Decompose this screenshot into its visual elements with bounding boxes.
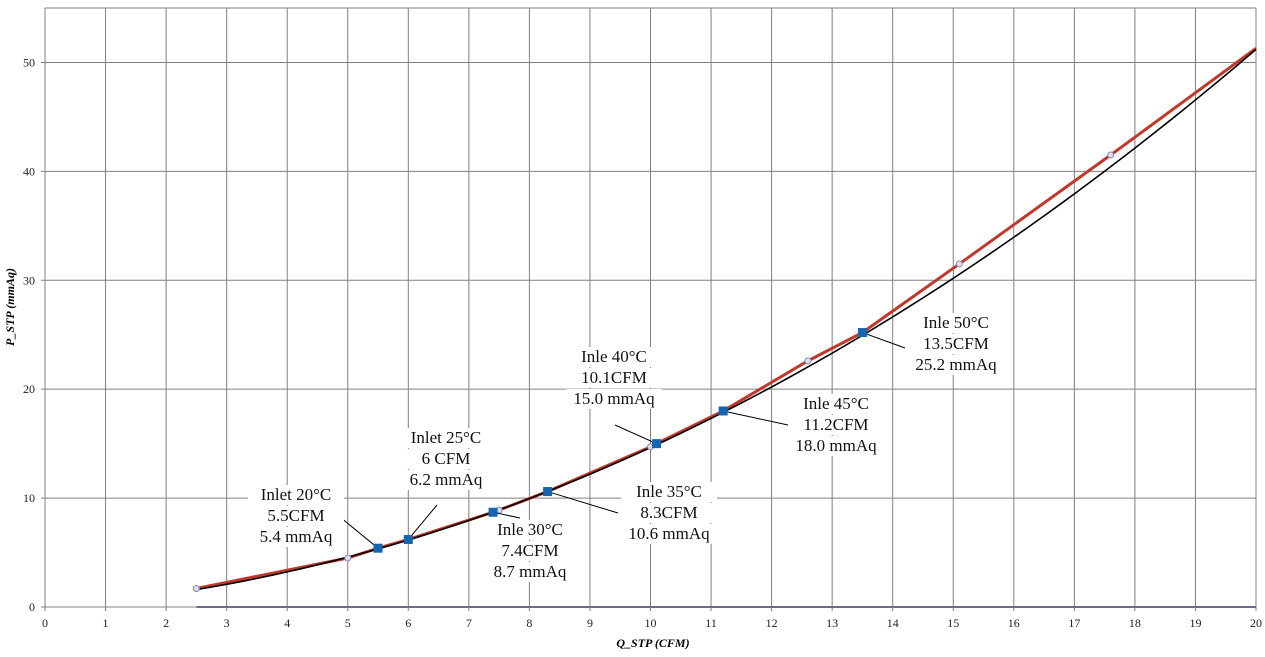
annotation-label-line: 10.6 mmAq bbox=[628, 524, 710, 543]
x-tick-label: 1 bbox=[103, 616, 109, 630]
annotation-leader-line bbox=[723, 410, 789, 426]
annotation-label-bg bbox=[566, 347, 662, 367]
x-tick-label: 0 bbox=[42, 616, 48, 630]
annotation-label-bg bbox=[398, 428, 494, 448]
annotation-4: Inle 35°C 8.3CFM 10.6 mmAq bbox=[543, 482, 717, 544]
annotation-label-line: 5.5CFM bbox=[267, 506, 324, 525]
x-tick-label: 11 bbox=[705, 616, 717, 630]
annotation-label-bg bbox=[621, 524, 717, 544]
y-tick-label: 20 bbox=[23, 382, 35, 396]
x-tick-label: 4 bbox=[284, 616, 290, 630]
x-tick-label: 18 bbox=[1129, 616, 1141, 630]
annotation-label-bg bbox=[482, 562, 578, 582]
data-point-marker bbox=[344, 554, 352, 562]
annotation-label-line: 7.4CFM bbox=[501, 541, 558, 560]
annotation-leader-line bbox=[407, 504, 438, 540]
annotation-label-line: Inle 45°C bbox=[803, 394, 869, 413]
x-tick-label: 15 bbox=[947, 616, 959, 630]
annotation-label-line: Inle 35°C bbox=[636, 482, 702, 501]
annotation-label-line: 25.2 mmAq bbox=[915, 355, 997, 374]
annotation-point-marker bbox=[373, 543, 383, 553]
y-tick-label: 50 bbox=[23, 55, 35, 69]
annotation-point-marker bbox=[543, 487, 553, 497]
annotation-label-line: 13.5CFM bbox=[923, 334, 989, 353]
annotation-label-bg bbox=[621, 503, 717, 523]
annotation-label-line: Inle 50°C bbox=[923, 313, 989, 332]
annotation-label-bg bbox=[482, 541, 578, 561]
x-tick-label: 6 bbox=[405, 616, 411, 630]
annotation-label-line: 6 CFM bbox=[422, 449, 471, 468]
annotation-label-bg bbox=[788, 436, 884, 456]
x-tick-label: 2 bbox=[163, 616, 169, 630]
annotation-label-line: 11.2CFM bbox=[803, 415, 868, 434]
annotation-label-line: 15.0 mmAq bbox=[573, 389, 655, 408]
annotation-label-bg bbox=[482, 520, 578, 540]
x-tick-label: 16 bbox=[1008, 616, 1020, 630]
data-point-marker bbox=[192, 584, 200, 592]
x-tick-label: 10 bbox=[645, 616, 657, 630]
annotation-label-bg bbox=[398, 449, 494, 469]
annotation-label-line: Inlet 25°C bbox=[411, 428, 482, 447]
annotation-label-bg bbox=[621, 482, 717, 502]
data-point-marker bbox=[804, 357, 812, 365]
annotation-point-marker bbox=[652, 439, 662, 449]
x-tick-label: 14 bbox=[887, 616, 899, 630]
series-line-measured bbox=[196, 47, 1257, 590]
annotation-1: Inlet 20°C 5.5CFM 5.4 mmAq bbox=[248, 485, 383, 553]
y-axis-label: P_STP (mmAq) bbox=[3, 268, 17, 346]
x-tick-label: 3 bbox=[224, 616, 230, 630]
annotation-label-bg bbox=[788, 415, 884, 435]
annotation-label-bg bbox=[398, 470, 494, 490]
x-tick-label: 8 bbox=[526, 616, 532, 630]
annotation-leader-line bbox=[862, 332, 906, 349]
x-tick-label: 5 bbox=[345, 616, 351, 630]
annotation-leader-line bbox=[614, 424, 657, 445]
y-tick-label: 40 bbox=[23, 164, 35, 178]
annotation-label-bg bbox=[566, 368, 662, 388]
annotation-7: Inle 50°C 13.5CFM 25.2 mmAq bbox=[857, 313, 1004, 375]
annotation-3: Inle 30°C 7.4CFM 8.7 mmAq bbox=[482, 507, 578, 582]
annotation-leader-line bbox=[339, 516, 379, 549]
annotation-label-bg bbox=[908, 334, 1004, 354]
annotation-label-bg bbox=[908, 313, 1004, 333]
annotation-2: Inlet 25°C 6 CFM 6.2 mmAq bbox=[398, 428, 494, 544]
annotation-leader-line bbox=[547, 491, 619, 514]
annotation-label-line: Inle 40°C bbox=[581, 347, 647, 366]
y-tick-label: 10 bbox=[23, 491, 35, 505]
annotation-label-bg bbox=[788, 394, 884, 414]
annotation-label-bg bbox=[248, 527, 344, 547]
data-point-marker bbox=[1107, 151, 1115, 159]
annotation-point-marker bbox=[718, 406, 728, 416]
annotation-5: Inle 40°C 10.1CFM 15.0 mmAq bbox=[566, 347, 662, 449]
annotation-label-bg bbox=[566, 389, 662, 409]
annotation-point-marker bbox=[857, 328, 867, 338]
x-tick-label: 19 bbox=[1189, 616, 1201, 630]
annotation-label-line: 8.3CFM bbox=[640, 503, 697, 522]
annotation-label-line: 18.0 mmAq bbox=[795, 436, 877, 455]
x-tick-label: 7 bbox=[466, 616, 472, 630]
annotation-6: Inle 45°C 11.2CFM 18.0 mmAq bbox=[718, 394, 884, 456]
annotation-label-line: Inle 30°C bbox=[497, 520, 563, 539]
annotation-point-marker bbox=[403, 534, 413, 544]
x-tick-label: 9 bbox=[587, 616, 593, 630]
annotation-label-bg bbox=[248, 506, 344, 526]
annotation-label-line: 6.2 mmAq bbox=[410, 470, 483, 489]
annotation-label-line: 8.7 mmAq bbox=[494, 562, 567, 581]
x-tick-label: 20 bbox=[1250, 616, 1262, 630]
annotation-point-marker bbox=[488, 507, 498, 517]
x-tick-label: 17 bbox=[1068, 616, 1080, 630]
annotation-label-bg bbox=[908, 355, 1004, 375]
annotation-label-bg bbox=[248, 485, 344, 505]
trendline bbox=[196, 48, 1257, 591]
annotation-label-line: 10.1CFM bbox=[581, 368, 647, 387]
x-axis-label: Q_STP (CFM) bbox=[616, 636, 689, 650]
annotation-label-line: Inlet 20°C bbox=[261, 485, 332, 504]
y-tick-label: 30 bbox=[23, 273, 35, 287]
data-point-marker bbox=[955, 260, 963, 268]
x-tick-label: 12 bbox=[766, 616, 778, 630]
x-tick-label: 13 bbox=[826, 616, 838, 630]
annotation-label-line: 5.4 mmAq bbox=[260, 527, 333, 546]
y-tick-label: 0 bbox=[29, 600, 35, 614]
